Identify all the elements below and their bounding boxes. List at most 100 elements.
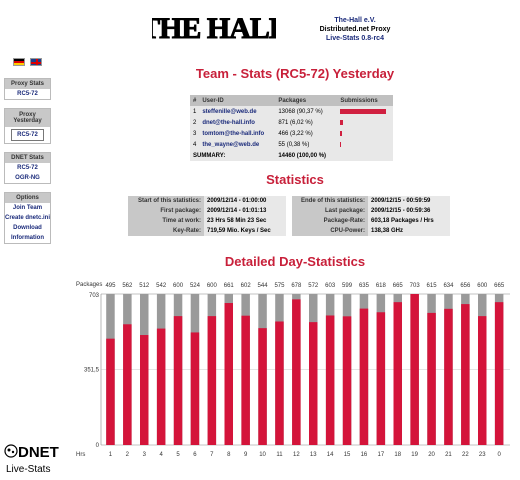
bar [207, 316, 217, 445]
x-tick-label: 21 [445, 452, 452, 458]
language-switcher [4, 56, 51, 68]
bar [478, 316, 487, 445]
packages: 13068 (90,37 %) [275, 106, 338, 117]
package-percent: (0,38 %) [286, 141, 310, 148]
bar-value-label: 599 [342, 283, 353, 289]
col-packages: Packages [275, 95, 338, 106]
stat-key: Time at work: [128, 216, 204, 226]
de-flag-icon[interactable] [13, 58, 25, 66]
bar-value-label: 618 [376, 283, 387, 289]
bar [494, 302, 504, 445]
bar-value-label: 600 [477, 283, 488, 289]
version: Live-Stats 0.8-rc4 [326, 35, 384, 42]
bar-value-label: 572 [308, 283, 319, 289]
dnet-logo: DNET Live-Stats [4, 444, 59, 475]
package-percent: (90,37 %) [296, 108, 323, 115]
stat-value: 2009/12/14 - 01:00:00 [204, 196, 286, 206]
section-title: Options [5, 193, 50, 203]
stat-key: CPU-Power: [292, 226, 368, 236]
header-info: The-Hall e.V. Distributed.net Proxy Live… [300, 16, 410, 43]
x-tick-label: 19 [411, 452, 418, 458]
stat-key: First package: [128, 206, 204, 216]
bar-value-label: 600 [173, 283, 184, 289]
submission-bar [340, 120, 344, 125]
bar [359, 308, 369, 445]
summary-row: SUMMARY: 14460 (100,00 %) [190, 150, 394, 161]
bar-value-label: 635 [359, 283, 370, 289]
sidebar-item-information[interactable]: Information [11, 235, 44, 241]
bar [275, 321, 284, 445]
x-tick-label: 9 [244, 452, 248, 458]
bar-value-label: 665 [393, 283, 404, 289]
packages: 55 (0,38 %) [275, 139, 338, 150]
bar-value-label: 600 [207, 283, 218, 289]
stat-value: 603,18 Packages / Hrs [368, 216, 450, 226]
sidebar-item-rc5-72[interactable]: RC5-72 [17, 91, 38, 97]
user-id[interactable]: dnet@the-hall.info [199, 117, 276, 128]
x-tick-label: 15 [344, 452, 351, 458]
summary-percent: (100,00 %) [296, 152, 327, 159]
submission-bar-cell [337, 128, 394, 139]
x-tick-label: 13 [310, 452, 317, 458]
sidebar-section-proxy-yesterday: Proxy Yesterday RC5-72 [4, 108, 51, 144]
x-tick-label: 4 [159, 452, 163, 458]
bar [123, 324, 132, 445]
sidebar-item-rc5-72-yesterday[interactable]: RC5-72 [11, 129, 44, 141]
x-tick-label: 14 [327, 452, 334, 458]
bar-value-label: 524 [190, 283, 201, 289]
user-id[interactable]: the_wayne@web.de [199, 139, 276, 150]
proxy-name: Distributed.net Proxy [319, 26, 391, 33]
team-table-body: 1 steffenille@web.de 13068 (90,37 %) 2 dnet@… [190, 106, 394, 161]
bar-value-label: 542 [156, 283, 167, 289]
bar [190, 332, 200, 445]
bar [309, 322, 318, 445]
packages: 871 (6,02 %) [275, 117, 338, 128]
stat-value: 138,38 GHz [368, 226, 450, 236]
submission-bar [340, 131, 342, 136]
bar [106, 338, 115, 445]
submission-bar-cell [337, 139, 394, 150]
stat-key: Key-Rate: [128, 226, 204, 236]
logo-text: THE HALL [152, 12, 276, 45]
x-tick-label: 10 [259, 452, 266, 458]
row-number: 2 [190, 117, 200, 128]
sidebar-item-create-dnetc-ini[interactable]: Create dnetc.ini [5, 215, 51, 221]
packages: 466 (3,22 %) [275, 128, 338, 139]
user-id[interactable]: tomtom@the-hall.info [199, 128, 276, 139]
sidebar-item-join-team[interactable]: Join Team [12, 205, 43, 211]
bar [156, 328, 166, 445]
daily-bar-chart: PackagesHrs703351,5049515622512354246005… [76, 282, 510, 458]
bar-value-label: 634 [443, 283, 454, 289]
sidebar-item-ogr-ng[interactable]: OGR-NG [15, 175, 40, 181]
x-tick-label: 20 [428, 452, 435, 458]
summary-packages: 14460 (100,00 %) [275, 150, 338, 161]
bar-value-label: 602 [241, 283, 252, 289]
bar-value-label: 575 [274, 283, 285, 289]
x-tick-label: 22 [462, 452, 469, 458]
x-tick-label: 7 [210, 452, 214, 458]
stat-value: 719,59 Mio. Keys / Sec [204, 226, 286, 236]
daily-stats-title: Detailed Day-Statistics [224, 254, 366, 269]
stat-value: 2009/12/14 - 01:01:13 [204, 206, 286, 216]
submission-bar-cell [337, 117, 394, 128]
stat-key: Last package: [292, 206, 368, 216]
submission-bar [340, 142, 341, 147]
sidebar-item-download[interactable]: Download [13, 225, 42, 231]
bar [140, 335, 149, 445]
summary-count: 14460 [278, 152, 296, 159]
bar [393, 302, 402, 445]
bar-value-label: 661 [224, 283, 235, 289]
section-title: DNET Stats [5, 153, 50, 163]
row-number: 1 [190, 106, 200, 117]
sidebar-item-dnet-rc5-72[interactable]: RC5-72 [17, 165, 38, 171]
uk-flag-icon[interactable] [30, 58, 42, 66]
bar [325, 315, 335, 445]
package-percent: (6,02 %) [290, 119, 313, 126]
bar [241, 315, 250, 445]
user-id[interactable]: steffenille@web.de [199, 106, 276, 117]
stats-row: Key-Rate: 719,59 Mio. Keys / Sec CPU-Power… [128, 226, 450, 236]
x-tick-label: 23 [479, 452, 486, 458]
the-hall-logo: THE HALL [152, 12, 276, 46]
sidebar: Proxy Stats RC5-72 Proxy Yesterday RC5-7… [4, 56, 51, 252]
stat-gap [286, 206, 292, 216]
